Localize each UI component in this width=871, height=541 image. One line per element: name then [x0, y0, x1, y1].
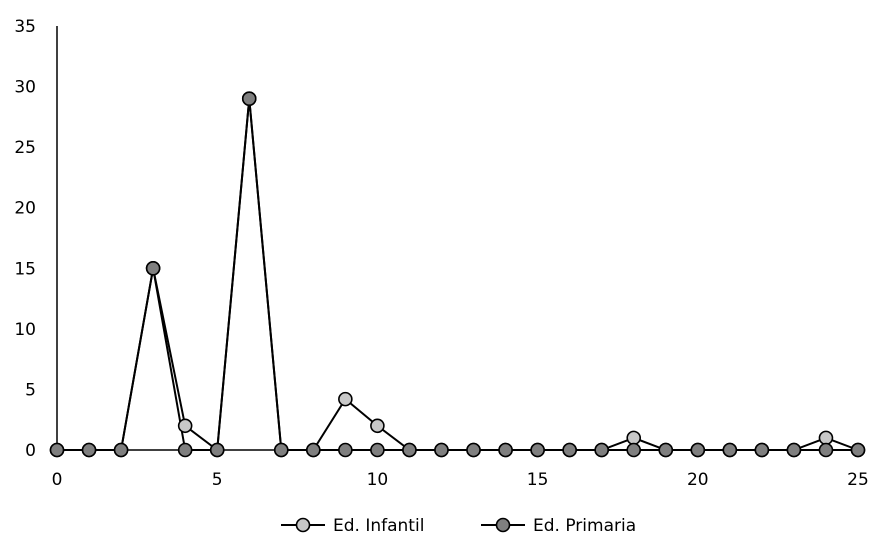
legend-marker — [495, 517, 511, 533]
series-line-primaria — [57, 98, 858, 451]
y-tick-label: 15 — [14, 259, 36, 279]
legend-item-infantil: Ed. Infantil — [281, 516, 424, 536]
y-tick-labels: 0 5 10 15 20 25 30 35 — [14, 17, 36, 461]
series-layer — [49, 91, 866, 458]
data-point — [722, 442, 738, 458]
x-tick-label: 20 — [687, 470, 709, 490]
y-tick-label: 20 — [14, 199, 36, 219]
series-markers — [49, 91, 866, 458]
legend-marker — [295, 517, 311, 533]
series-line-infantil — [57, 98, 859, 452]
y-tick-label: 30 — [14, 78, 36, 98]
data-point — [113, 442, 129, 458]
data-point — [786, 442, 802, 458]
x-tick-label: 0 — [52, 470, 63, 490]
data-point — [754, 442, 770, 458]
data-point — [530, 442, 545, 458]
x-tick-label: 25 — [847, 470, 869, 490]
series-points-primaria — [49, 91, 866, 458]
data-point — [562, 442, 577, 458]
x-tick-label: 15 — [527, 470, 549, 490]
data-point — [177, 418, 193, 434]
legend-label: Ed. Infantil — [333, 516, 424, 536]
legend-item-primaria: Ed. Primaria — [481, 516, 636, 536]
data-point — [81, 442, 97, 458]
legend-label: Ed. Primaria — [533, 516, 636, 536]
series-points-infantil — [49, 91, 866, 458]
data-point — [273, 442, 289, 458]
data-point — [306, 442, 321, 458]
data-point — [850, 442, 866, 458]
data-point — [594, 442, 609, 458]
data-point — [338, 391, 353, 407]
data-point — [145, 260, 161, 276]
data-point — [626, 430, 642, 446]
y-tick-label: 10 — [14, 320, 36, 340]
legend: Ed. Infantil Ed. Primaria — [281, 516, 636, 536]
x-tick-label: 5 — [212, 470, 223, 490]
series-lines — [57, 98, 859, 452]
data-point — [626, 442, 642, 458]
data-point — [370, 418, 385, 434]
data-point — [49, 442, 65, 458]
data-point — [466, 442, 481, 458]
x-tick-labels: 0 5 10 15 20 25 — [52, 470, 869, 490]
data-point — [177, 442, 193, 458]
data-point — [402, 442, 417, 458]
y-tick-label: 0 — [25, 441, 36, 461]
x-tick-label: 10 — [367, 470, 389, 490]
data-point — [370, 442, 385, 458]
data-point — [818, 442, 834, 458]
data-point — [434, 442, 449, 458]
data-point — [498, 442, 513, 458]
data-point — [338, 442, 353, 458]
y-tick-label: 35 — [14, 17, 36, 37]
y-tick-label: 25 — [14, 138, 36, 158]
data-point — [690, 442, 706, 458]
data-point — [209, 442, 225, 458]
y-tick-label: 5 — [25, 380, 36, 400]
data-point — [241, 91, 257, 106]
data-point — [818, 430, 834, 446]
data-point — [658, 442, 674, 458]
